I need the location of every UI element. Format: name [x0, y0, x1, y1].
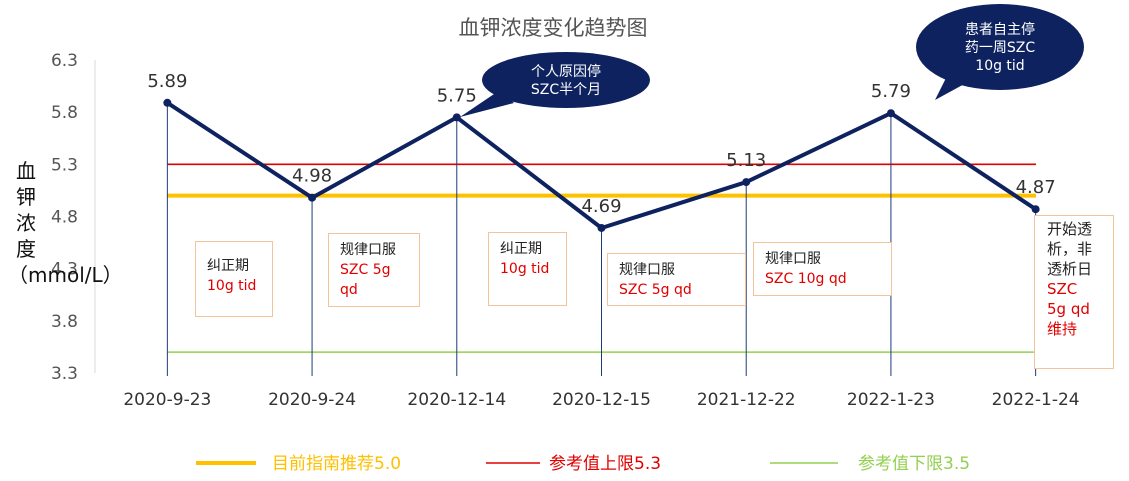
y-tick-label: 4.3	[51, 260, 78, 280]
data-point	[163, 98, 172, 107]
data-point	[742, 178, 751, 187]
annotation-line: qd	[340, 282, 358, 298]
y-tick-label: 3.8	[51, 312, 78, 332]
annotation-line: 10g tid	[500, 261, 550, 277]
annotation-line: SZC 5g qd	[619, 282, 692, 298]
callout-text: 药一周SZC	[965, 40, 1035, 56]
x-tick-label: 2020-9-24	[268, 390, 356, 410]
legend-label: 参考值上限5.3	[549, 454, 661, 474]
x-tick-label: 2021-12-22	[697, 390, 796, 410]
callout-bubble	[916, 4, 1084, 90]
annotation-line: 透析日	[1047, 260, 1093, 278]
x-tick-label: 2020-9-23	[123, 390, 211, 410]
y-tick-label: 4.8	[51, 208, 78, 228]
y-tick-label: 5.8	[51, 103, 78, 123]
data-label: 5.13	[726, 150, 766, 171]
annotation-line: 5g qd	[1047, 300, 1090, 318]
data-label: 5.75	[437, 85, 477, 106]
data-point	[1031, 205, 1040, 214]
data-label: 4.87	[1016, 177, 1056, 198]
annotation-line: 析，非	[1047, 240, 1093, 258]
data-label: 4.69	[581, 196, 621, 217]
data-point	[308, 193, 317, 202]
annotation-line: 维持	[1047, 320, 1078, 338]
callout-bubble	[482, 52, 650, 108]
callout-text: 患者自主停	[965, 21, 1035, 38]
y-tick-label: 6.3	[51, 51, 78, 71]
y-tick-label: 3.3	[51, 364, 78, 384]
chart-title: 血钾浓度变化趋势图	[459, 16, 648, 40]
data-point	[886, 109, 895, 118]
annotation-line: 10g tid	[207, 278, 257, 294]
annotation-line: 纠正期	[207, 258, 249, 274]
annotation-line: SZC 10g qd	[765, 271, 847, 287]
callout-text: SZC半个月	[531, 82, 601, 98]
x-tick-label: 2020-12-15	[552, 390, 651, 410]
annotation-box: 开始透析，非透析日 SZC 5g qd 维持	[1034, 215, 1114, 369]
data-label: 5.79	[871, 81, 911, 102]
annotation-line: SZC	[1047, 280, 1078, 298]
annotation-box: 规律口服 SZC 5g qd	[328, 233, 420, 307]
legend-label: 目前指南推荐5.0	[272, 454, 401, 474]
annotation-line: 规律口服	[619, 262, 675, 278]
data-point	[597, 223, 606, 232]
annotation-line: 规律口服	[765, 251, 821, 267]
legend-label: 参考值下限3.5	[858, 454, 970, 474]
callout-text: 个人原因停	[531, 63, 601, 80]
annotation-line: 纠正期	[500, 241, 542, 257]
annotation-box: 纠正期 10g tid	[488, 232, 567, 306]
x-tick-label: 2022-1-23	[847, 390, 935, 410]
x-tick-label: 2022-1-24	[992, 390, 1080, 410]
callout-text: 10g tid	[975, 58, 1024, 74]
data-label: 4.98	[292, 166, 332, 187]
annotation-line: SZC 5g	[340, 262, 391, 278]
data-point	[452, 113, 461, 122]
x-tick-label: 2020-12-14	[407, 390, 506, 410]
data-label: 5.89	[147, 71, 187, 92]
annotation-box: 规律口服 SZC 10g qd	[753, 242, 892, 296]
y-axis-label: 血钾浓度（mmol/L）	[8, 159, 123, 287]
annotation-box: 纠正期 10g tid	[195, 241, 273, 317]
annotation-line: 规律口服	[340, 242, 396, 258]
annotation-box: 规律口服 SZC 5g qd	[607, 253, 746, 306]
annotation-line: 开始透	[1047, 220, 1093, 238]
y-tick-label: 5.3	[51, 155, 78, 175]
